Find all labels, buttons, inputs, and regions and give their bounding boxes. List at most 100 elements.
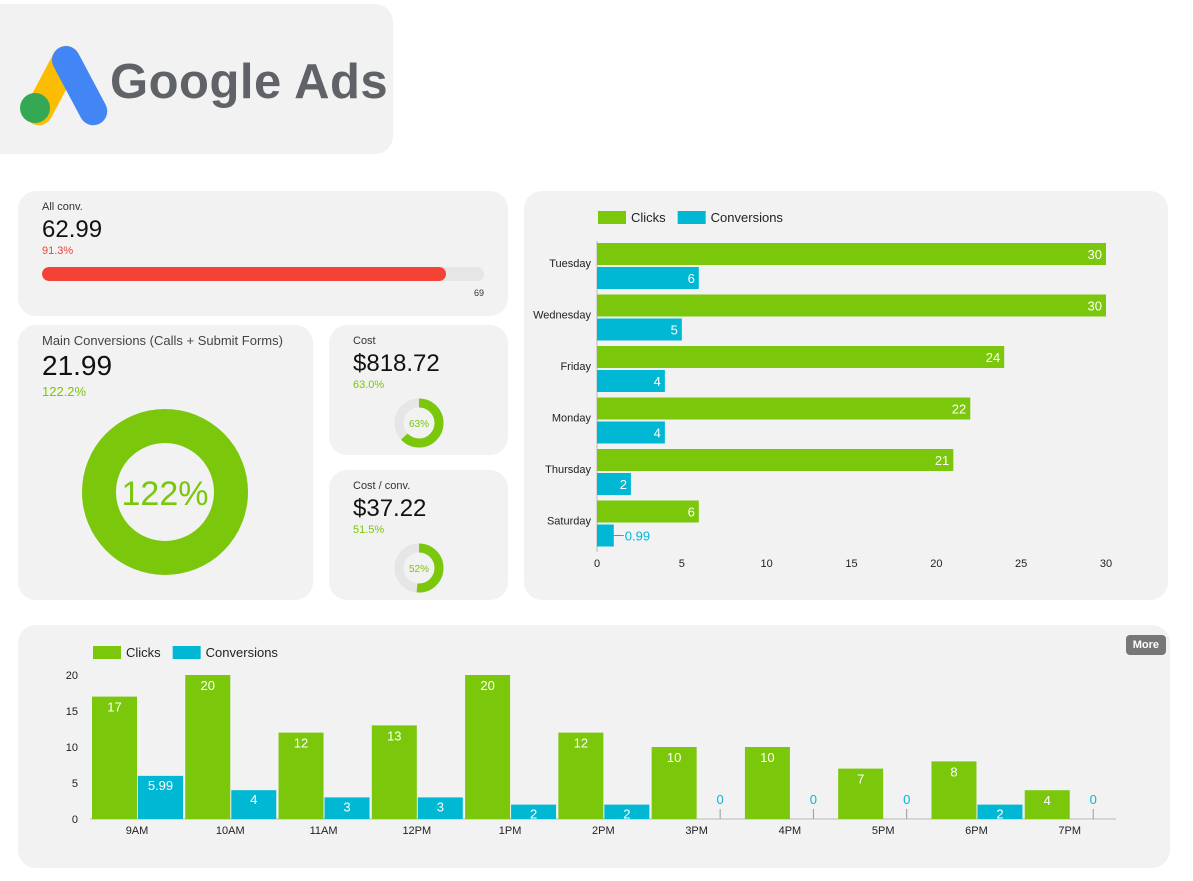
clicks-bar bbox=[371, 725, 417, 819]
x-tick-label: 7PM bbox=[1058, 825, 1081, 837]
donut-center-label: 52% bbox=[409, 564, 429, 575]
conversions-bar-label: 3 bbox=[343, 799, 350, 814]
clicks-bar-label: 20 bbox=[480, 678, 494, 693]
x-tick-label: 6PM bbox=[965, 825, 988, 837]
google-ads-logo-icon bbox=[20, 46, 108, 126]
conversions-bar bbox=[597, 370, 665, 392]
x-tick-label: 11AM bbox=[310, 825, 338, 837]
conversions-bar bbox=[597, 267, 699, 289]
clicks-by-hour-chart-card: Clicks Conversions 0 5 10 15 20 17 5.99 9AM 20 4 10A… bbox=[18, 625, 1170, 868]
clicks-bar-label: 20 bbox=[201, 678, 215, 693]
conversions-bar-label: 2 bbox=[996, 807, 1003, 822]
legend-swatch-0 bbox=[93, 646, 121, 659]
cost-value: $818.72 bbox=[353, 350, 440, 377]
conversions-bar bbox=[324, 797, 370, 819]
clicks-bar-label: 12 bbox=[294, 736, 308, 751]
cost-per-conv-card: Cost / conv. $37.22 51.5% 52% bbox=[329, 470, 508, 600]
legend-label-0: Clicks bbox=[631, 210, 666, 225]
cost-per-conv-donut: 52% bbox=[394, 543, 444, 593]
more-button[interactable]: More bbox=[1125, 635, 1166, 655]
clicks-bar bbox=[558, 732, 604, 819]
conversions-bar-label: 4 bbox=[654, 374, 661, 389]
all-conv-value: 62.99 bbox=[42, 216, 103, 243]
clicks-by-day-chart: Clicks Conversions Tuesday 30 6 Wednesday 30 5 F… bbox=[533, 210, 1112, 570]
conversions-bar bbox=[597, 318, 682, 341]
clicks-by-day-chart-card: Clicks Conversions Tuesday 30 6 Wednesday 30 5 F… bbox=[524, 191, 1168, 600]
legend-label-0: Clicks bbox=[126, 645, 161, 660]
cost-per-conv-value: $37.22 bbox=[353, 495, 427, 522]
conversions-bar-label: 3 bbox=[437, 799, 444, 814]
conversions-bar bbox=[597, 524, 614, 547]
conversions-bar bbox=[231, 790, 277, 819]
brand-name: Google Ads bbox=[110, 55, 389, 109]
main-conversions-pct: 122.2% bbox=[42, 384, 87, 399]
conversions-bar-label: 5.99 bbox=[148, 778, 173, 793]
clicks-bar bbox=[651, 747, 697, 819]
conversions-bar bbox=[138, 775, 183, 819]
y-tick-label: 0 bbox=[72, 814, 78, 826]
y-tick-label: Wednesday bbox=[533, 310, 591, 322]
donut-center-label: 122% bbox=[122, 475, 209, 513]
clicks-bar-label: 6 bbox=[688, 505, 695, 520]
all-conv-progress-fill bbox=[42, 267, 446, 281]
x-tick-label: 3PM bbox=[685, 825, 708, 837]
cost-pct: 63.0% bbox=[353, 379, 385, 391]
cost-per-conv-label: Cost / conv. bbox=[353, 480, 411, 492]
all-conv-target: 69 bbox=[473, 288, 484, 298]
x-tick-label: 2PM bbox=[592, 825, 615, 837]
clicks-bar bbox=[278, 732, 324, 819]
x-tick-label: 1PM bbox=[499, 825, 522, 837]
clicks-bar bbox=[597, 500, 699, 523]
y-tick-label: Tuesday bbox=[549, 258, 591, 270]
legend-swatch-1 bbox=[677, 211, 706, 224]
conversions-bar-label: 0 bbox=[1090, 792, 1097, 807]
x-tick-label: 9AM bbox=[126, 825, 149, 837]
conversions-bar-label: 2 bbox=[623, 807, 630, 822]
x-tick-label: 5 bbox=[679, 558, 685, 570]
conversions-bar-label: 6 bbox=[688, 271, 695, 286]
x-tick-label: 15 bbox=[845, 558, 857, 570]
cost-card: Cost $818.72 63.0% 63% bbox=[329, 325, 508, 455]
conversions-bar-label: 0 bbox=[810, 792, 817, 807]
x-tick-label: 30 bbox=[1100, 558, 1112, 570]
y-tick-label: Friday bbox=[560, 361, 591, 373]
conversions-bar-label: 2 bbox=[530, 807, 537, 822]
y-tick-label: 15 bbox=[66, 706, 78, 718]
clicks-bar-label: 7 bbox=[857, 772, 864, 787]
clicks-bar bbox=[597, 294, 1106, 317]
clicks-bar-label: 30 bbox=[1088, 247, 1102, 262]
y-tick-label: Monday bbox=[552, 413, 592, 425]
clicks-bar-label: 12 bbox=[574, 736, 588, 751]
all-conv-pct: 91.3% bbox=[42, 245, 74, 257]
y-tick-label: Saturday bbox=[547, 516, 592, 528]
conversions-bar-label: 5 bbox=[671, 323, 678, 338]
clicks-bar bbox=[597, 397, 971, 420]
conversions-bar-label: 0 bbox=[717, 792, 724, 807]
legend-label-1: Conversions bbox=[711, 210, 784, 225]
conversions-bar bbox=[977, 804, 1023, 819]
x-tick-label: 12PM bbox=[402, 825, 431, 837]
conversions-bar-label: 4 bbox=[250, 792, 257, 807]
main-conversions-card: Main Conversions (Calls + Submit Forms) … bbox=[18, 325, 313, 600]
clicks-bar-label: 10 bbox=[667, 750, 681, 765]
x-tick-label: 4PM bbox=[779, 825, 802, 837]
clicks-by-hour-chart: Clicks Conversions05101520175.999AM20410A… bbox=[66, 645, 1116, 837]
donut-arc bbox=[394, 543, 444, 593]
logo-card: Google Ads bbox=[0, 4, 393, 154]
x-tick-label: 10AM bbox=[216, 825, 245, 837]
cost-per-conv-pct: 51.5% bbox=[353, 524, 385, 536]
conversions-bar-label: 0.99 bbox=[625, 529, 650, 544]
y-tick-label: 10 bbox=[66, 742, 78, 754]
clicks-bar-label: 13 bbox=[387, 728, 401, 743]
y-tick-label: 5 bbox=[72, 778, 78, 790]
x-tick-label: 20 bbox=[930, 558, 942, 570]
clicks-bar bbox=[597, 346, 1005, 368]
legend-swatch-1 bbox=[172, 646, 201, 659]
clicks-bar-label: 30 bbox=[1088, 299, 1102, 314]
clicks-bar-label: 4 bbox=[1044, 793, 1051, 808]
y-tick-label: 20 bbox=[66, 670, 78, 682]
x-tick-label: 5PM bbox=[872, 825, 895, 837]
conversions-bar bbox=[597, 473, 631, 495]
clicks-bar-label: 22 bbox=[952, 402, 966, 417]
clicks-bar bbox=[185, 675, 231, 819]
